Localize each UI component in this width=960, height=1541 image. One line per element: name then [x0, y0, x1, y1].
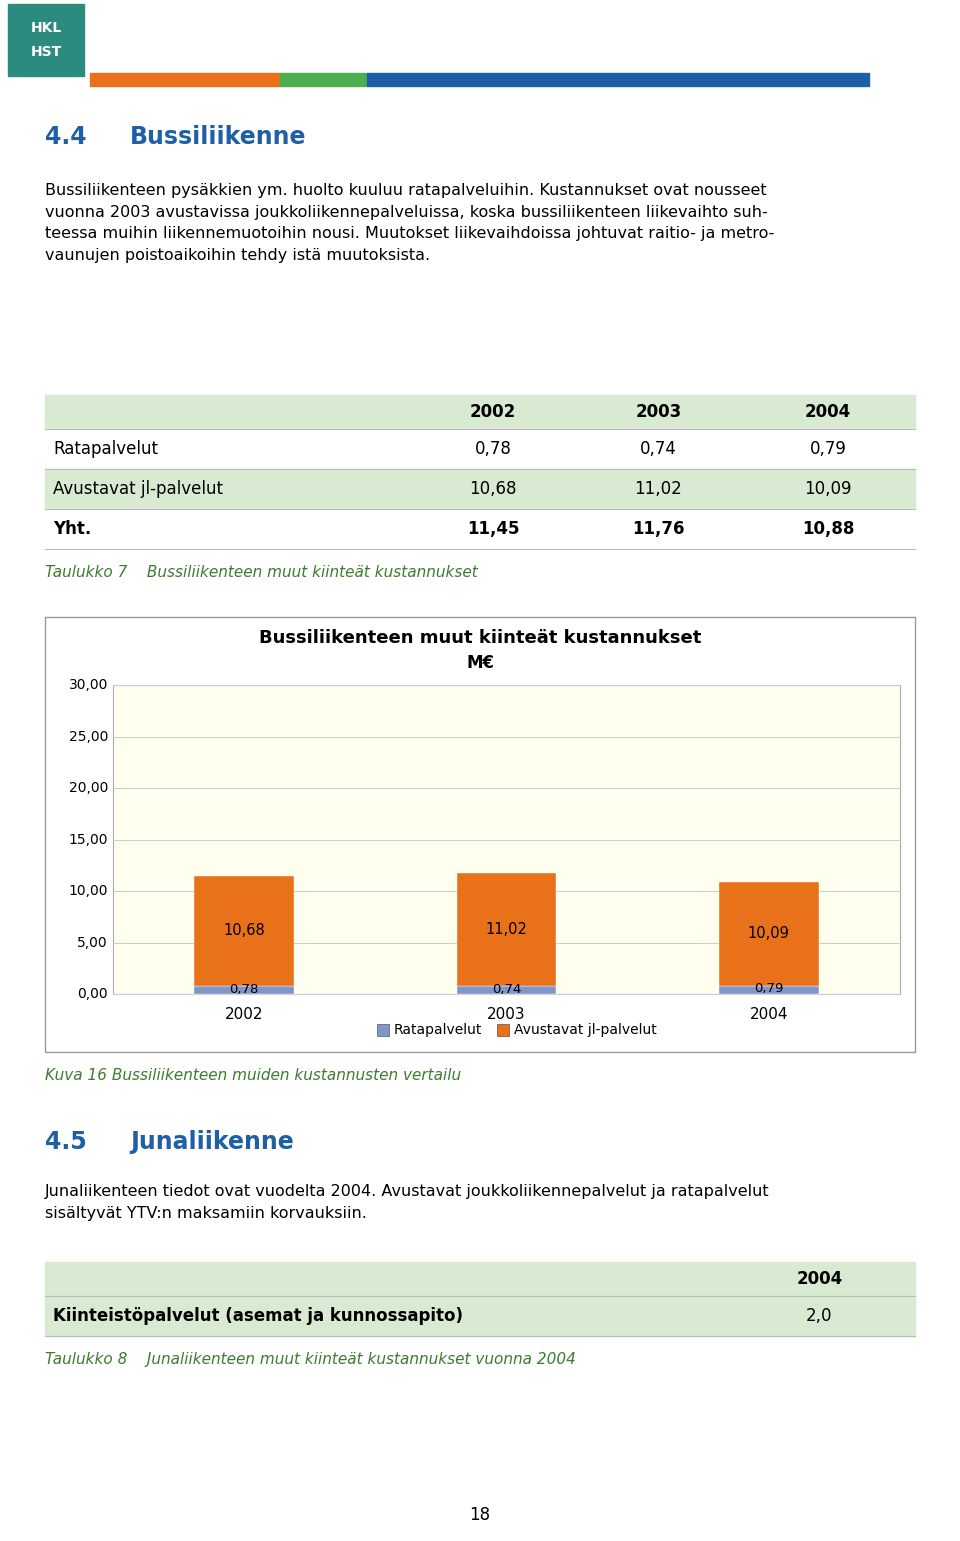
Text: 2003: 2003	[636, 404, 682, 421]
Text: 0,79: 0,79	[809, 441, 847, 458]
Text: Avustavat jl-palvelut: Avustavat jl-palvelut	[514, 1023, 657, 1037]
Text: 0,00: 0,00	[78, 986, 108, 1002]
Text: 30,00: 30,00	[68, 678, 108, 692]
Text: Junaliikenteen tiedot ovat vuodelta 2004. Avustavat joukkoliikennepalvelut ja ra: Junaliikenteen tiedot ovat vuodelta 2004…	[45, 1183, 770, 1220]
Text: 11,45: 11,45	[467, 519, 519, 538]
Text: Kiinteistöpalvelut (asemat ja kunnossapito): Kiinteistöpalvelut (asemat ja kunnossapi…	[53, 1307, 463, 1325]
Text: 10,09: 10,09	[804, 479, 852, 498]
Bar	[8, 5, 84, 76]
Text: 0,74: 0,74	[492, 983, 521, 995]
Text: Kuva 16 Bussiliikenteen muiden kustannusten vertailu: Kuva 16 Bussiliikenteen muiden kustannus…	[45, 1068, 461, 1083]
Bar	[457, 986, 557, 994]
Text: Avustavat jl-palvelut: Avustavat jl-palvelut	[53, 479, 223, 498]
Text: 4.4: 4.4	[45, 125, 86, 149]
Bar	[719, 881, 819, 986]
Text: 25,00: 25,00	[68, 729, 108, 743]
Text: 2003: 2003	[487, 1006, 526, 1022]
Text: 20,00: 20,00	[68, 781, 108, 795]
Bar	[194, 875, 294, 986]
Text: 10,68: 10,68	[469, 479, 516, 498]
Bar	[45, 1262, 915, 1296]
Bar	[90, 72, 280, 86]
Bar	[0, 0, 960, 88]
Text: Taulukko 8    Junaliikenteen muut kiinteät kustannukset vuonna 2004: Taulukko 8 Junaliikenteen muut kiinteät …	[45, 1351, 576, 1367]
Bar	[376, 1025, 389, 1036]
Text: 10,68: 10,68	[224, 923, 265, 938]
Text: 11,02: 11,02	[486, 922, 527, 937]
Text: 2,0: 2,0	[806, 1307, 832, 1325]
Bar	[457, 872, 557, 986]
Bar	[496, 1025, 509, 1036]
Text: Junaliikenne: Junaliikenne	[130, 1130, 294, 1154]
Text: Yht.: Yht.	[53, 519, 91, 538]
Bar	[45, 1296, 915, 1336]
Text: 15,00: 15,00	[68, 832, 108, 846]
Text: 2004: 2004	[750, 1006, 788, 1022]
Text: 11,02: 11,02	[635, 479, 683, 498]
Text: 18: 18	[469, 1506, 491, 1524]
Text: 2004: 2004	[796, 1270, 843, 1288]
Text: 4.5: 4.5	[45, 1130, 86, 1154]
Text: 11,76: 11,76	[632, 519, 684, 538]
Bar	[45, 616, 915, 1053]
Bar	[113, 686, 900, 994]
Text: M€: M€	[466, 653, 494, 672]
Text: 10,00: 10,00	[68, 885, 108, 898]
Text: 10,88: 10,88	[802, 519, 854, 538]
Text: 2004: 2004	[804, 404, 852, 421]
Text: Ratapalvelut: Ratapalvelut	[394, 1023, 482, 1037]
Bar	[719, 986, 819, 994]
Text: 5,00: 5,00	[78, 935, 108, 949]
Text: 0,79: 0,79	[755, 983, 783, 995]
Bar	[45, 509, 915, 549]
Bar	[45, 428, 915, 468]
Text: HKL: HKL	[31, 22, 61, 35]
Text: 2002: 2002	[225, 1006, 263, 1022]
Bar	[367, 72, 869, 86]
Text: Ratapalvelut: Ratapalvelut	[53, 441, 158, 458]
Bar	[45, 394, 915, 428]
Text: Taulukko 7    Bussiliikenteen muut kiinteät kustannukset: Taulukko 7 Bussiliikenteen muut kiinteät…	[45, 566, 478, 579]
Text: 2002: 2002	[470, 404, 516, 421]
Text: Bussiliikenteen muut kiinteät kustannukset: Bussiliikenteen muut kiinteät kustannuks…	[259, 629, 701, 647]
Text: 0,78: 0,78	[474, 441, 512, 458]
Text: 0,78: 0,78	[229, 983, 259, 995]
Bar	[194, 986, 294, 994]
Text: 10,09: 10,09	[748, 926, 790, 942]
Text: HST: HST	[31, 45, 61, 59]
Bar	[45, 468, 915, 509]
Text: Bussiliikenne: Bussiliikenne	[130, 125, 306, 149]
Text: Bussiliikenteen pysäkkien ym. huolto kuuluu ratapalveluihin. Kustannukset ovat n: Bussiliikenteen pysäkkien ym. huolto kuu…	[45, 183, 775, 264]
Bar	[280, 72, 367, 86]
Text: 0,74: 0,74	[640, 441, 677, 458]
